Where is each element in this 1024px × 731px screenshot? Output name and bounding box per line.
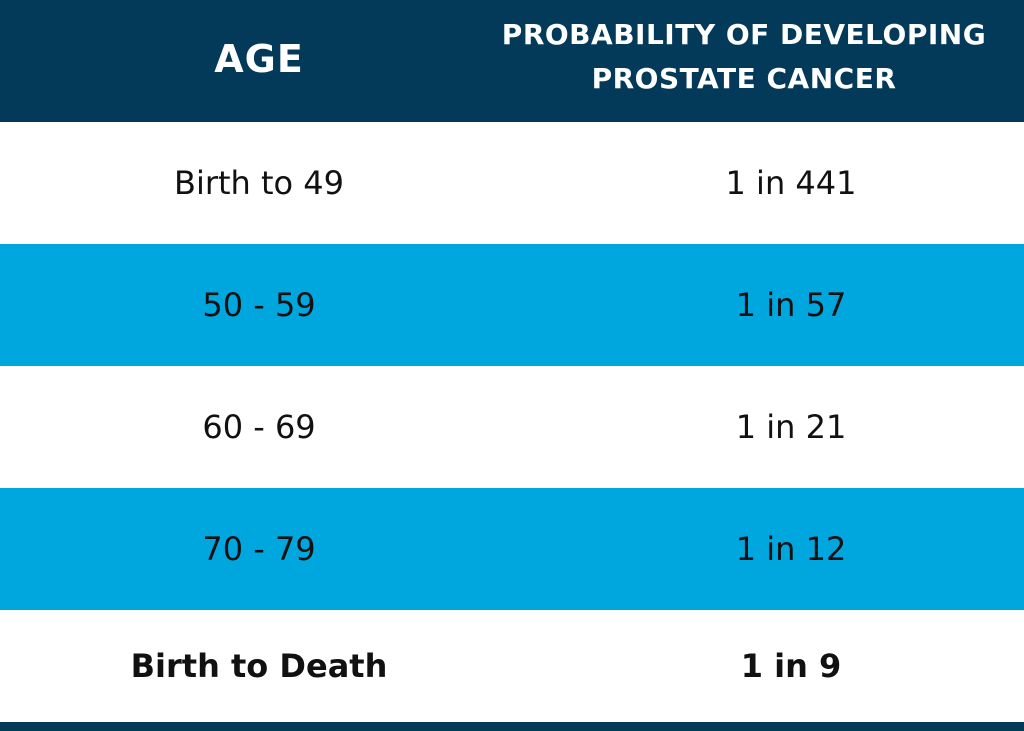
age-cell: Birth to 49 — [173, 164, 344, 202]
table-row: 50 - 59 1 in 57 — [0, 244, 1024, 366]
table-row-total: Birth to Death 1 in 9 — [0, 610, 1024, 722]
probability-cell: 1 in 441 — [725, 164, 857, 202]
probability-header-line-1: PROBABILITY OF DEVELOPING — [501, 18, 987, 51]
age-cell: 50 - 59 — [202, 286, 316, 324]
table-row: Birth to 49 1 in 441 — [0, 122, 1024, 244]
probability-cell: 1 in 12 — [735, 530, 847, 568]
table-row: 70 - 79 1 in 12 — [0, 488, 1024, 610]
probability-cell: 1 in 9 — [740, 647, 842, 685]
table-row: 60 - 69 1 in 21 — [0, 366, 1024, 488]
age-cell: Birth to Death — [130, 647, 388, 685]
age-cell: 60 - 69 — [202, 408, 316, 446]
age-column-header: AGE — [214, 37, 304, 81]
table-header: AGE PROBABILITY OF DEVELOPING PROSTATE C… — [0, 0, 1024, 122]
probability-cell: 1 in 21 — [735, 408, 847, 446]
age-cell: 70 - 79 — [202, 530, 316, 568]
footer-bar — [0, 722, 1024, 731]
probability-cell: 1 in 57 — [735, 286, 847, 324]
probability-column-header: PROBABILITY OF DEVELOPING PROSTATE CANCE… — [488, 0, 1000, 122]
probability-header-line-2: PROSTATE CANCER — [591, 62, 897, 95]
